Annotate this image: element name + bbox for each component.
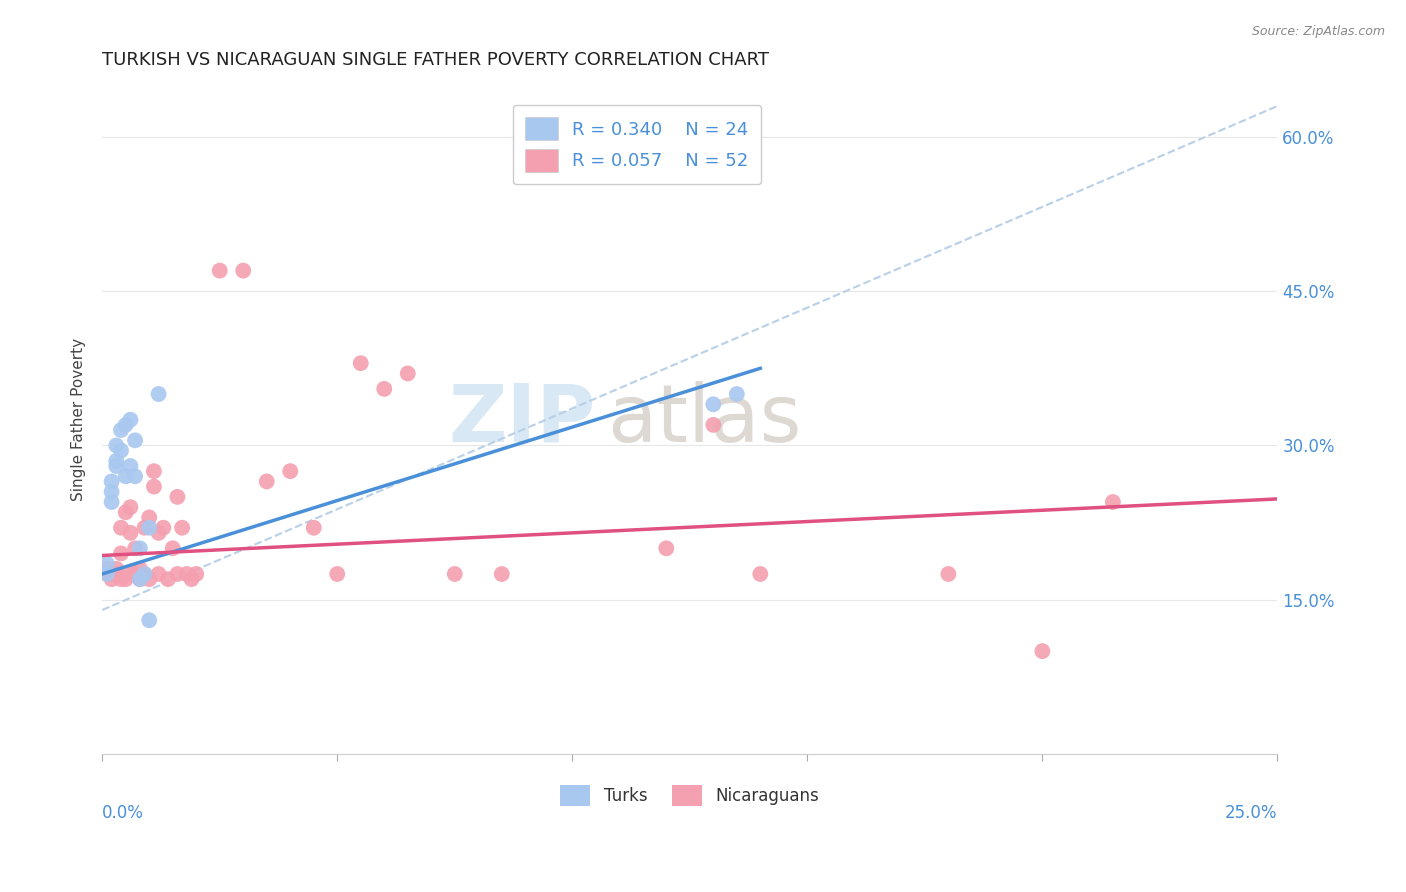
Point bbox=[232, 263, 254, 277]
Point bbox=[100, 484, 122, 499]
Y-axis label: Single Father Poverty: Single Father Poverty bbox=[72, 338, 86, 501]
Point bbox=[180, 572, 202, 586]
Point bbox=[100, 475, 122, 489]
Point bbox=[166, 566, 188, 581]
Point bbox=[128, 572, 150, 586]
Point bbox=[100, 572, 122, 586]
Point bbox=[176, 566, 198, 581]
Point bbox=[373, 382, 395, 396]
Point bbox=[128, 541, 150, 556]
Point bbox=[396, 367, 419, 381]
Point bbox=[172, 521, 194, 535]
Text: 0.0%: 0.0% bbox=[103, 804, 143, 822]
Point bbox=[96, 566, 118, 581]
Point bbox=[124, 434, 146, 448]
Point bbox=[302, 521, 325, 535]
Point bbox=[350, 356, 373, 370]
Point bbox=[138, 613, 160, 627]
Point bbox=[142, 479, 165, 493]
Point bbox=[120, 566, 142, 581]
Text: atlas: atlas bbox=[607, 381, 801, 458]
Point bbox=[725, 387, 748, 401]
Point bbox=[120, 500, 142, 515]
Point bbox=[749, 566, 772, 581]
Point bbox=[128, 562, 150, 576]
Point bbox=[278, 464, 301, 478]
Point bbox=[134, 521, 156, 535]
Point bbox=[702, 417, 724, 432]
Point bbox=[157, 572, 180, 586]
Point bbox=[166, 490, 188, 504]
Legend: Turks, Nicaraguans: Turks, Nicaraguans bbox=[554, 779, 825, 813]
Point bbox=[114, 469, 136, 483]
Point bbox=[110, 443, 132, 458]
Point bbox=[114, 417, 136, 432]
Point bbox=[138, 510, 160, 524]
Point bbox=[162, 541, 184, 556]
Point bbox=[124, 541, 146, 556]
Point bbox=[655, 541, 678, 556]
Point bbox=[936, 566, 959, 581]
Point bbox=[148, 387, 170, 401]
Point bbox=[326, 566, 349, 581]
Point bbox=[110, 572, 132, 586]
Point bbox=[128, 572, 150, 586]
Point bbox=[120, 413, 142, 427]
Text: TURKISH VS NICARAGUAN SINGLE FATHER POVERTY CORRELATION CHART: TURKISH VS NICARAGUAN SINGLE FATHER POVE… bbox=[103, 51, 769, 69]
Point bbox=[152, 521, 174, 535]
Point bbox=[186, 566, 208, 581]
Point bbox=[105, 454, 128, 468]
Point bbox=[120, 458, 142, 473]
Point bbox=[142, 464, 165, 478]
Point bbox=[148, 566, 170, 581]
Point bbox=[114, 572, 136, 586]
Point bbox=[114, 505, 136, 519]
Text: ZIP: ZIP bbox=[449, 381, 596, 458]
Point bbox=[96, 562, 118, 576]
Point bbox=[96, 557, 118, 571]
Point bbox=[208, 263, 231, 277]
Point bbox=[96, 566, 118, 581]
Point bbox=[100, 566, 122, 581]
Point bbox=[105, 438, 128, 452]
Point bbox=[138, 572, 160, 586]
Text: 25.0%: 25.0% bbox=[1225, 804, 1278, 822]
Text: Source: ZipAtlas.com: Source: ZipAtlas.com bbox=[1251, 25, 1385, 38]
Point bbox=[110, 546, 132, 560]
Point bbox=[100, 495, 122, 509]
Point bbox=[443, 566, 465, 581]
Point bbox=[1031, 644, 1053, 658]
Point bbox=[124, 469, 146, 483]
Point bbox=[702, 397, 724, 411]
Point bbox=[491, 566, 513, 581]
Point bbox=[105, 566, 128, 581]
Point bbox=[110, 423, 132, 437]
Point bbox=[110, 521, 132, 535]
Point bbox=[138, 521, 160, 535]
Point bbox=[120, 525, 142, 540]
Point bbox=[105, 458, 128, 473]
Point bbox=[134, 566, 156, 581]
Point bbox=[134, 566, 156, 581]
Point bbox=[105, 562, 128, 576]
Point bbox=[256, 475, 278, 489]
Point bbox=[1102, 495, 1125, 509]
Point bbox=[148, 525, 170, 540]
Point bbox=[124, 566, 146, 581]
